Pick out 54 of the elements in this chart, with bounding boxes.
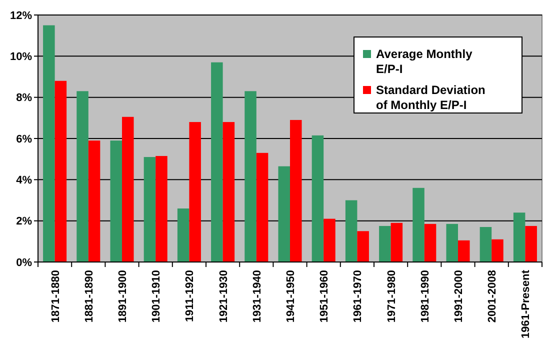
bar [54,80,67,262]
bar [43,25,55,262]
bar [110,140,122,262]
x-tick-label: 1961-Present [520,270,532,338]
bar [122,116,134,262]
bar [222,122,235,262]
bar [412,188,424,262]
legend-label: Standard Deviation of Monthly E/P-I [376,82,486,112]
bar [345,200,358,262]
x-tick-label: 1881-1890 [83,270,96,323]
bar [458,240,470,262]
bar [156,156,168,262]
bar [492,239,504,262]
x-tick-label: 1951-1960 [318,270,331,323]
bar [446,224,458,262]
bar [324,218,336,262]
bar [278,166,290,262]
y-tick-label: 8% [16,92,32,104]
x-tick-label: 1961-1970 [352,270,364,323]
bar [525,226,537,262]
y-tick-label: 2% [16,216,32,228]
bar [244,91,256,262]
x-tick-label: 1931-1940 [251,270,264,323]
bar [189,122,201,262]
bar [144,157,156,262]
x-tick-label: 1981-1990 [419,270,432,323]
y-tick-label: 10% [10,51,32,64]
y-tick-label: 12% [10,10,32,22]
bar [480,227,492,262]
bar [290,120,302,262]
x-tick-label: 1891-1900 [117,270,129,323]
bar [357,231,369,262]
bar [390,222,403,262]
bar [88,140,100,262]
x-tick-label: 1901-1910 [150,270,163,323]
y-tick-label: 0% [16,256,32,269]
bar [513,212,526,262]
x-tick-label: 1911-1920 [184,270,196,322]
bar [424,224,436,262]
bar [211,62,223,262]
bar [312,135,324,262]
y-tick-label: 6% [16,133,32,146]
x-tick-label: 1921-1930 [218,270,230,323]
x-tick-label: 1991-2000 [453,270,465,323]
bar [177,208,190,262]
bar [379,226,391,262]
x-tick-label: 1941-1950 [285,270,297,323]
x-tick-label: 1971-1980 [386,270,398,323]
legend-label: Average Monthly E/P-I [376,46,473,76]
x-tick-label: 2001-2008 [486,270,499,323]
bar [256,152,268,262]
x-tick-label: 1871-1880 [50,270,62,323]
y-tick-label: 4% [16,174,32,187]
bar [76,91,88,262]
